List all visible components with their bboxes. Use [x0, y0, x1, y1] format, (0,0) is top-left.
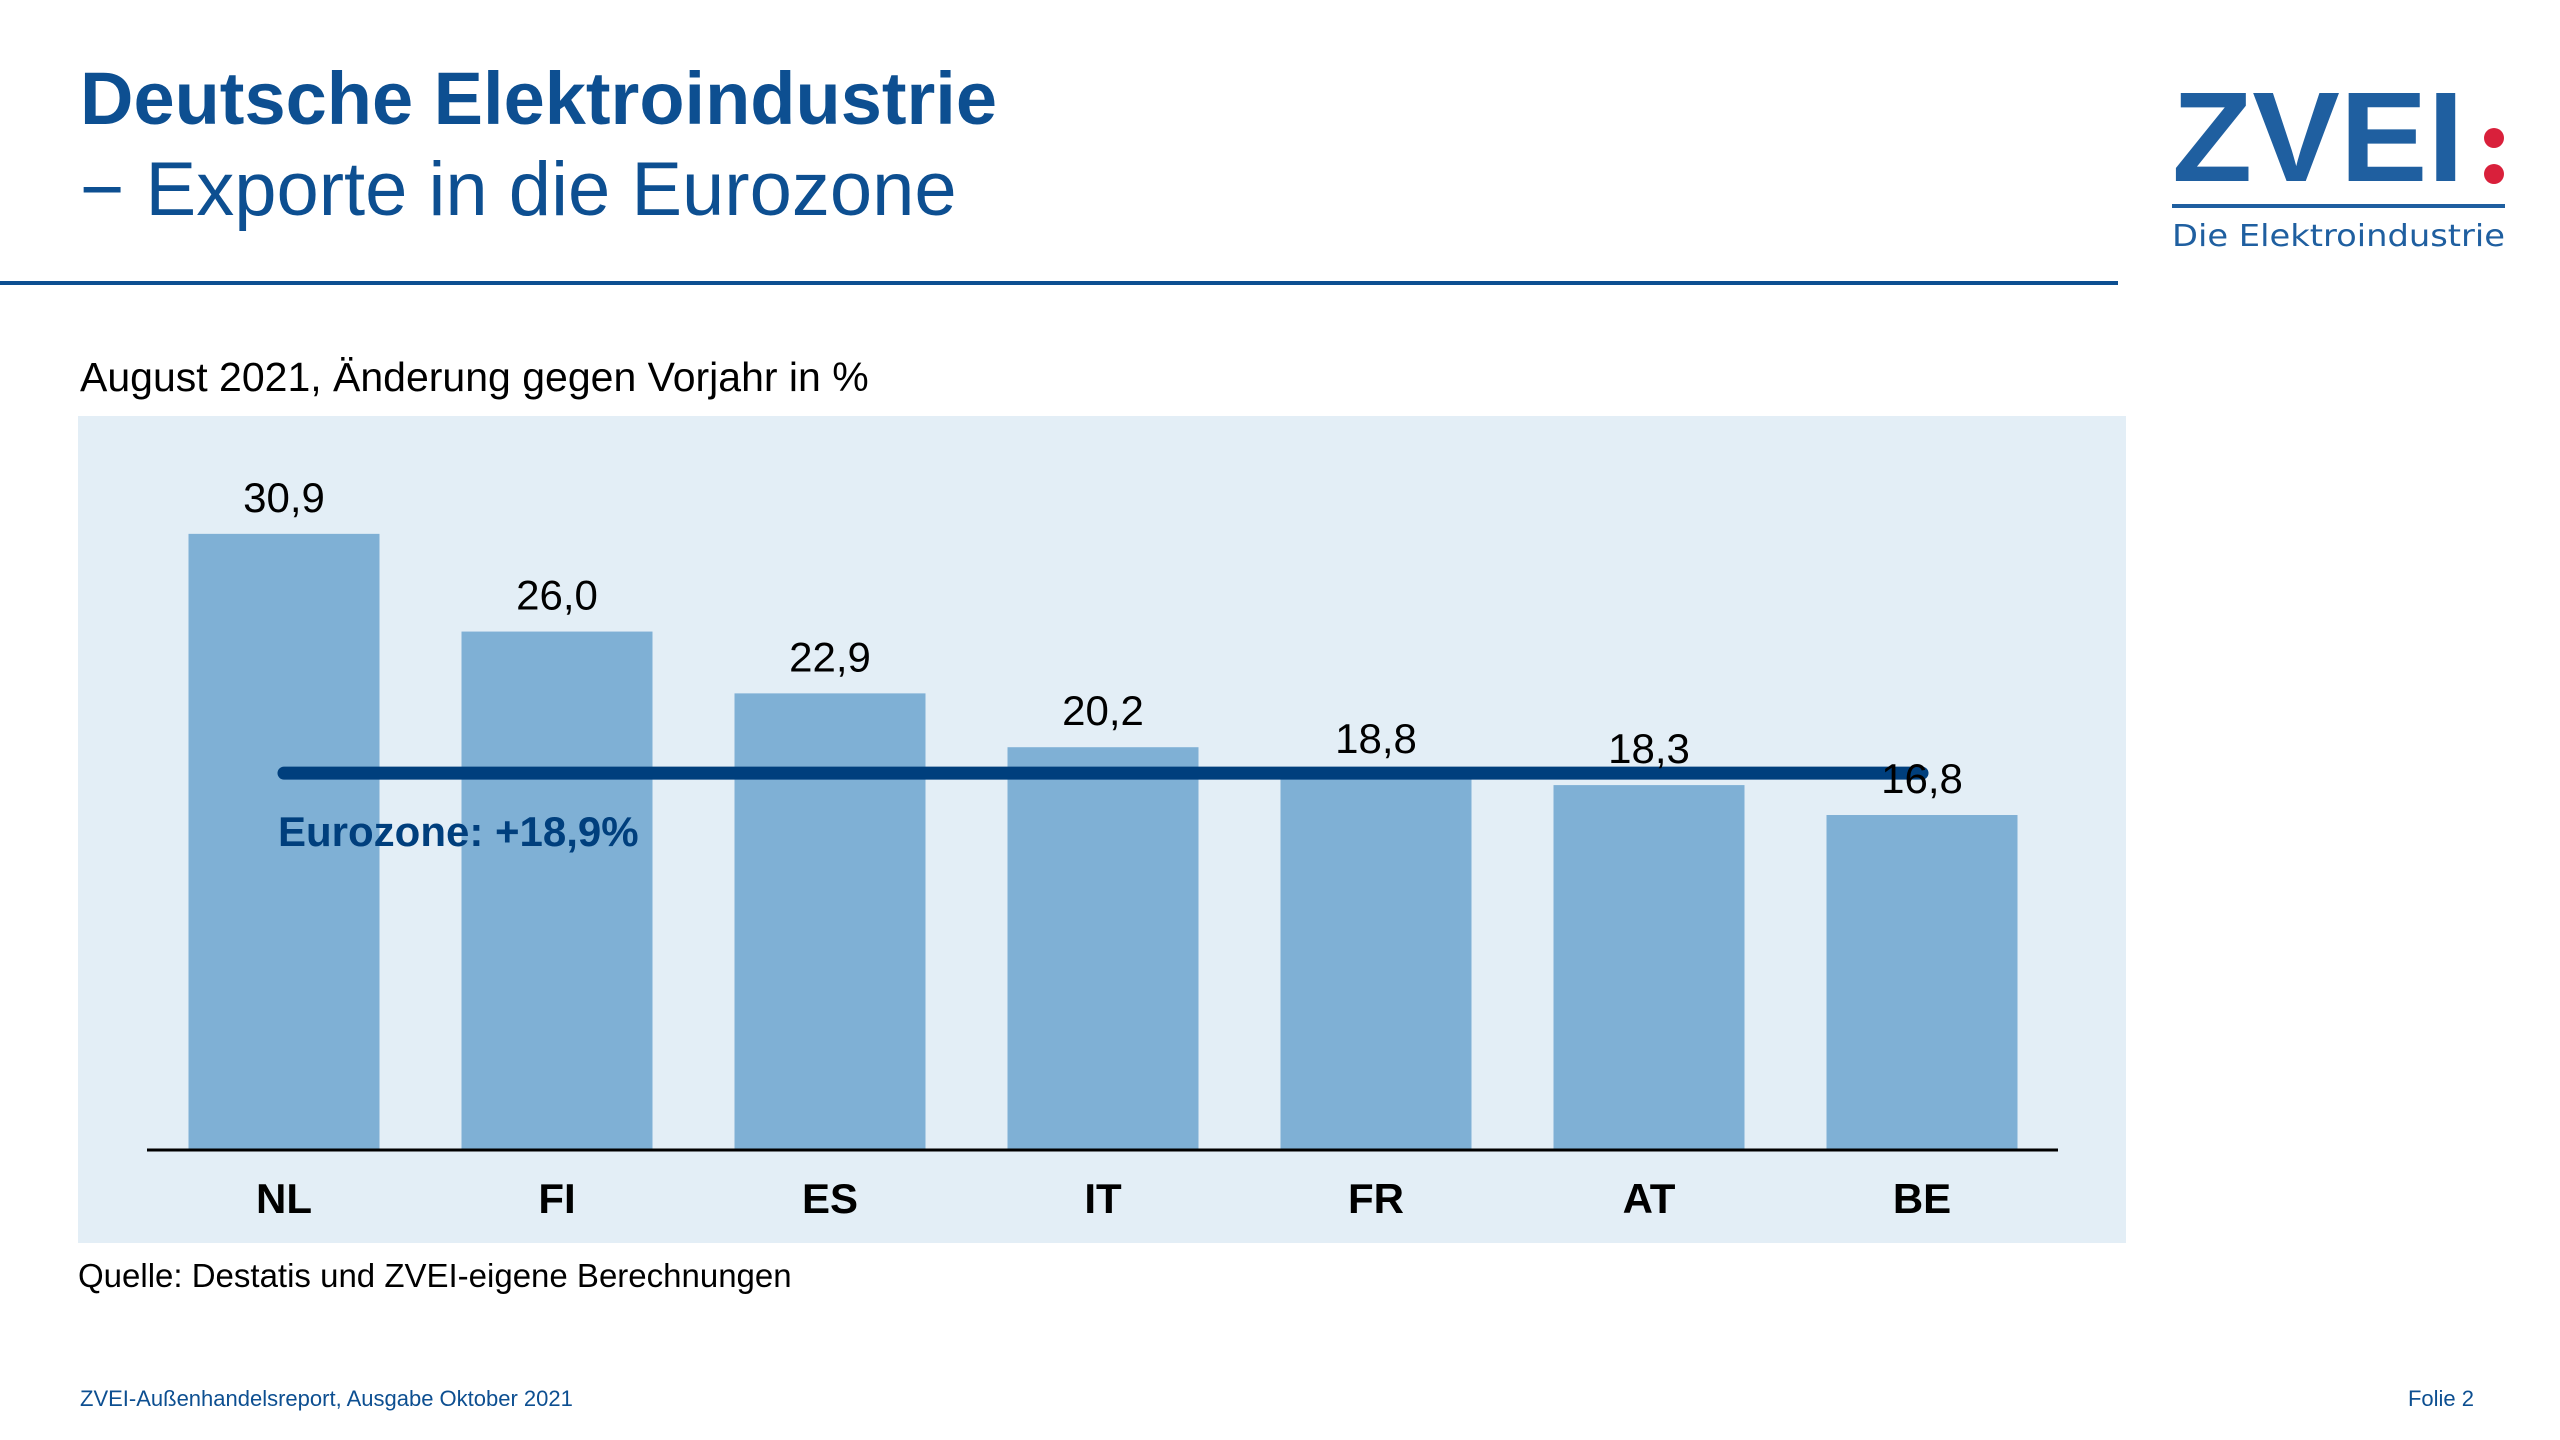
value-label: 18,3: [1608, 725, 1690, 772]
category-label: IT: [1084, 1175, 1122, 1222]
category-label: NL: [256, 1175, 312, 1222]
category-label: ES: [802, 1175, 858, 1222]
eurozone-label: Eurozone: +18,9%: [278, 808, 639, 855]
bar-be: [1826, 815, 2018, 1150]
category-label: FI: [538, 1175, 575, 1222]
zvei-logo: ZVEI Die Elektroindustrie: [2172, 86, 2505, 251]
svg-text:ZVEI: ZVEI: [2172, 86, 2464, 209]
category-label: AT: [1623, 1175, 1676, 1222]
value-label: 18,8: [1335, 715, 1417, 762]
bar-at: [1553, 785, 1745, 1150]
value-label: 30,9: [243, 474, 325, 521]
bar-es: [734, 693, 926, 1150]
value-label: 22,9: [789, 633, 871, 680]
value-label: 16,8: [1881, 755, 1963, 802]
chart-title: August 2021, Änderung gegen Vorjahr in %: [80, 354, 869, 400]
category-label: FR: [1348, 1175, 1404, 1222]
bar-fr: [1280, 775, 1472, 1150]
footer-page-number: Folie 2: [2407, 1386, 2474, 1411]
category-label: BE: [1893, 1175, 1951, 1222]
value-label: 26,0: [516, 572, 598, 619]
header-divider: [0, 281, 2118, 285]
source-note: Quelle: Destatis und ZVEI-eigene Berechn…: [78, 1257, 792, 1294]
value-label: 20,2: [1062, 687, 1144, 734]
bar-it: [1007, 747, 1199, 1150]
page-subtitle: − Exporte in die Eurozone: [80, 147, 957, 232]
bar-nl: [188, 533, 380, 1150]
page-title: Deutsche Elektroindustrie: [80, 57, 998, 140]
footer-left: ZVEI-Außenhandelsreport, Ausgabe Oktober…: [80, 1386, 573, 1411]
bar-fi: [461, 631, 653, 1150]
logo-tagline: Die Elektroindustrie: [2172, 219, 2505, 251]
